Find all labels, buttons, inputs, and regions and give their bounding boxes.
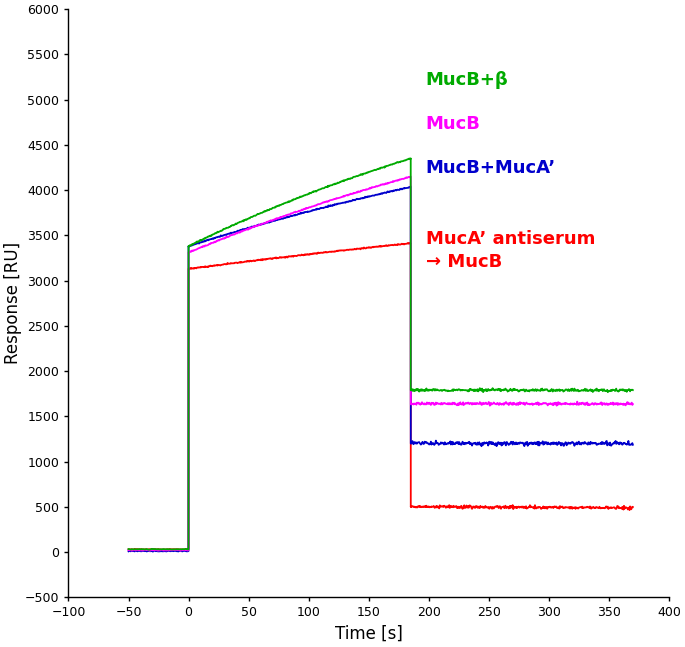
X-axis label: Time [s]: Time [s] xyxy=(335,625,403,643)
Text: MucB: MucB xyxy=(425,115,481,133)
Y-axis label: Response [RU]: Response [RU] xyxy=(4,242,22,364)
Text: MucB+MucA’: MucB+MucA’ xyxy=(425,159,556,177)
Text: MucB+β: MucB+β xyxy=(425,71,508,89)
Text: MucA’ antiserum
→ MucB: MucA’ antiserum → MucB xyxy=(425,230,595,271)
